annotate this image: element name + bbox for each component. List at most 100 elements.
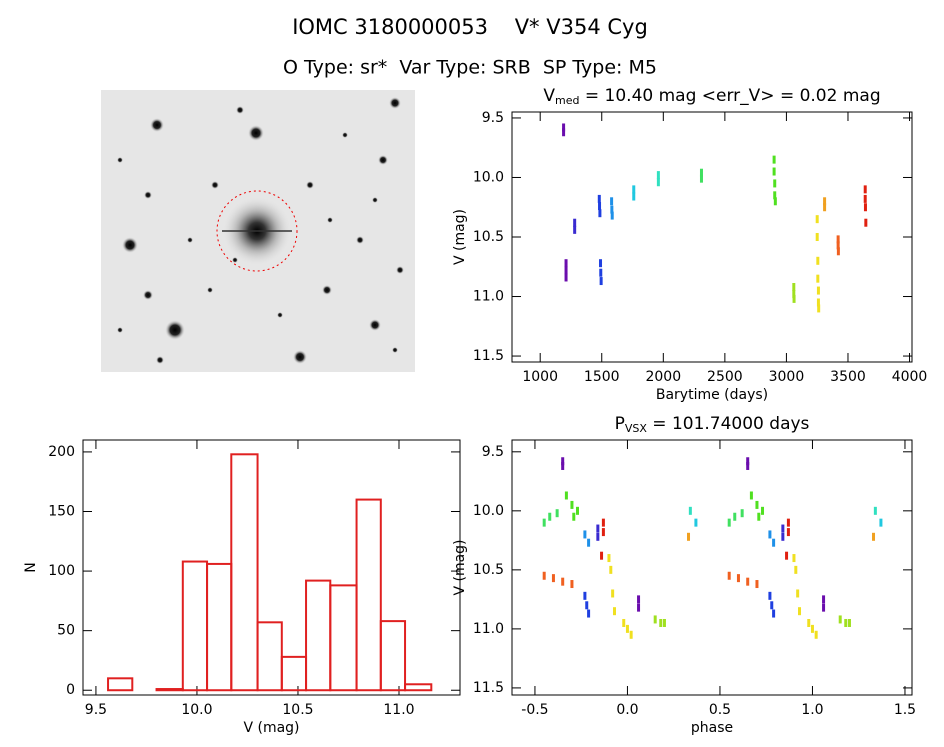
data-point <box>772 167 776 176</box>
data-point <box>814 630 818 639</box>
data-point <box>792 290 796 299</box>
y-tick-label: 10.0 <box>473 169 504 185</box>
data-point <box>570 580 574 589</box>
histogram-bar <box>155 688 184 692</box>
data-point <box>807 618 811 627</box>
panel-title: PVSX = 101.74000 days <box>615 414 810 435</box>
data-point <box>622 618 626 627</box>
x-tick-label: 1500 <box>584 369 620 385</box>
data-point <box>847 618 851 627</box>
data-point <box>798 607 802 616</box>
x-tick-label: 10.0 <box>181 702 212 718</box>
panel: -0.5 0.0 0.5 1.0 1.5 9.5 10.0 10.5 11.0 11.5 phase… <box>452 414 916 736</box>
data-point <box>612 607 616 616</box>
data-point <box>768 591 772 600</box>
y-tick-label: 11.0 <box>473 621 504 637</box>
data-point <box>601 518 605 527</box>
data-point <box>733 512 737 521</box>
data-point <box>561 461 565 470</box>
data-point <box>662 618 666 627</box>
data-point <box>727 571 731 580</box>
histogram-bar <box>230 453 259 692</box>
data-point <box>699 174 703 183</box>
data-point <box>564 491 568 500</box>
data-point <box>772 609 776 618</box>
title-rest: = 101.74000 days <box>647 414 810 434</box>
y-axis-label: V (mag) <box>452 209 468 265</box>
subtitle: O Type: sr* Var Type: SRB SP Type: M5 <box>283 57 657 79</box>
y-tick-label: 0 <box>66 682 75 698</box>
data-point <box>761 506 765 515</box>
data-point <box>792 294 796 303</box>
data-point <box>772 538 776 547</box>
plot-frame <box>82 439 461 696</box>
x-tick-label: 1000 <box>522 369 558 385</box>
x-axis-label: phase <box>691 720 733 736</box>
data-point <box>770 601 774 610</box>
data-point <box>572 512 576 521</box>
histogram-bar <box>404 683 433 692</box>
data-point <box>836 235 840 244</box>
data-point <box>727 518 731 527</box>
data-point <box>794 565 798 574</box>
data-point <box>570 500 574 509</box>
data-point <box>816 256 820 265</box>
data-point <box>815 233 819 241</box>
data-point <box>768 530 772 539</box>
data-point <box>863 194 867 203</box>
data-point <box>610 197 614 206</box>
data-point <box>746 457 750 466</box>
data-point <box>596 532 600 541</box>
data-point <box>873 506 877 515</box>
data-point <box>599 268 603 277</box>
data-point <box>561 457 565 466</box>
data-point <box>542 518 546 527</box>
histogram-bar <box>355 498 382 692</box>
x-tick-label: 3000 <box>769 369 805 385</box>
data-point <box>810 624 814 633</box>
data-point <box>687 532 691 541</box>
data-point <box>781 524 785 533</box>
data-point <box>573 225 577 234</box>
data-point <box>688 506 692 515</box>
title-sub: VSX <box>625 422 648 435</box>
data-point <box>836 247 840 256</box>
data-point <box>815 215 819 224</box>
data-point <box>637 603 641 612</box>
data-point <box>629 630 633 639</box>
data-point <box>822 603 826 612</box>
y-tick-label: 150 <box>48 503 75 519</box>
data-point <box>583 530 587 539</box>
data-point <box>796 589 800 598</box>
y-axis-label: V (mag) <box>452 539 468 595</box>
data-point <box>823 203 827 212</box>
data-point <box>573 218 577 227</box>
y-tick-label: 11.5 <box>473 680 504 696</box>
data-point <box>755 580 759 589</box>
x-tick-label: 11.0 <box>383 702 414 718</box>
data-point <box>786 528 790 537</box>
data-point <box>555 509 559 518</box>
x-axis-label: V (mag) <box>243 720 299 736</box>
y-tick-label: 11.5 <box>473 348 504 364</box>
x-tick-label: 4000 <box>892 369 928 385</box>
title-main: V <box>543 86 555 106</box>
data-point <box>597 194 601 203</box>
x-tick-label: -0.5 <box>521 702 548 718</box>
data-point <box>736 574 740 583</box>
x-tick-label: 0.0 <box>616 702 638 718</box>
y-tick-label: 10.0 <box>473 503 504 519</box>
data-point <box>610 211 614 220</box>
data-point <box>656 178 660 187</box>
data-point <box>656 171 660 180</box>
data-point <box>587 609 591 618</box>
data-point <box>749 491 753 500</box>
data-point <box>816 274 820 283</box>
data-point <box>792 554 796 563</box>
data-point <box>864 218 868 227</box>
data-point <box>863 185 867 194</box>
data-point <box>786 518 790 527</box>
panel: 9.5 10.0 10.5 11.0 0 50 100 150 200 V (mag) N <box>23 439 461 736</box>
title-main: P <box>615 414 625 434</box>
data-point <box>609 565 613 574</box>
